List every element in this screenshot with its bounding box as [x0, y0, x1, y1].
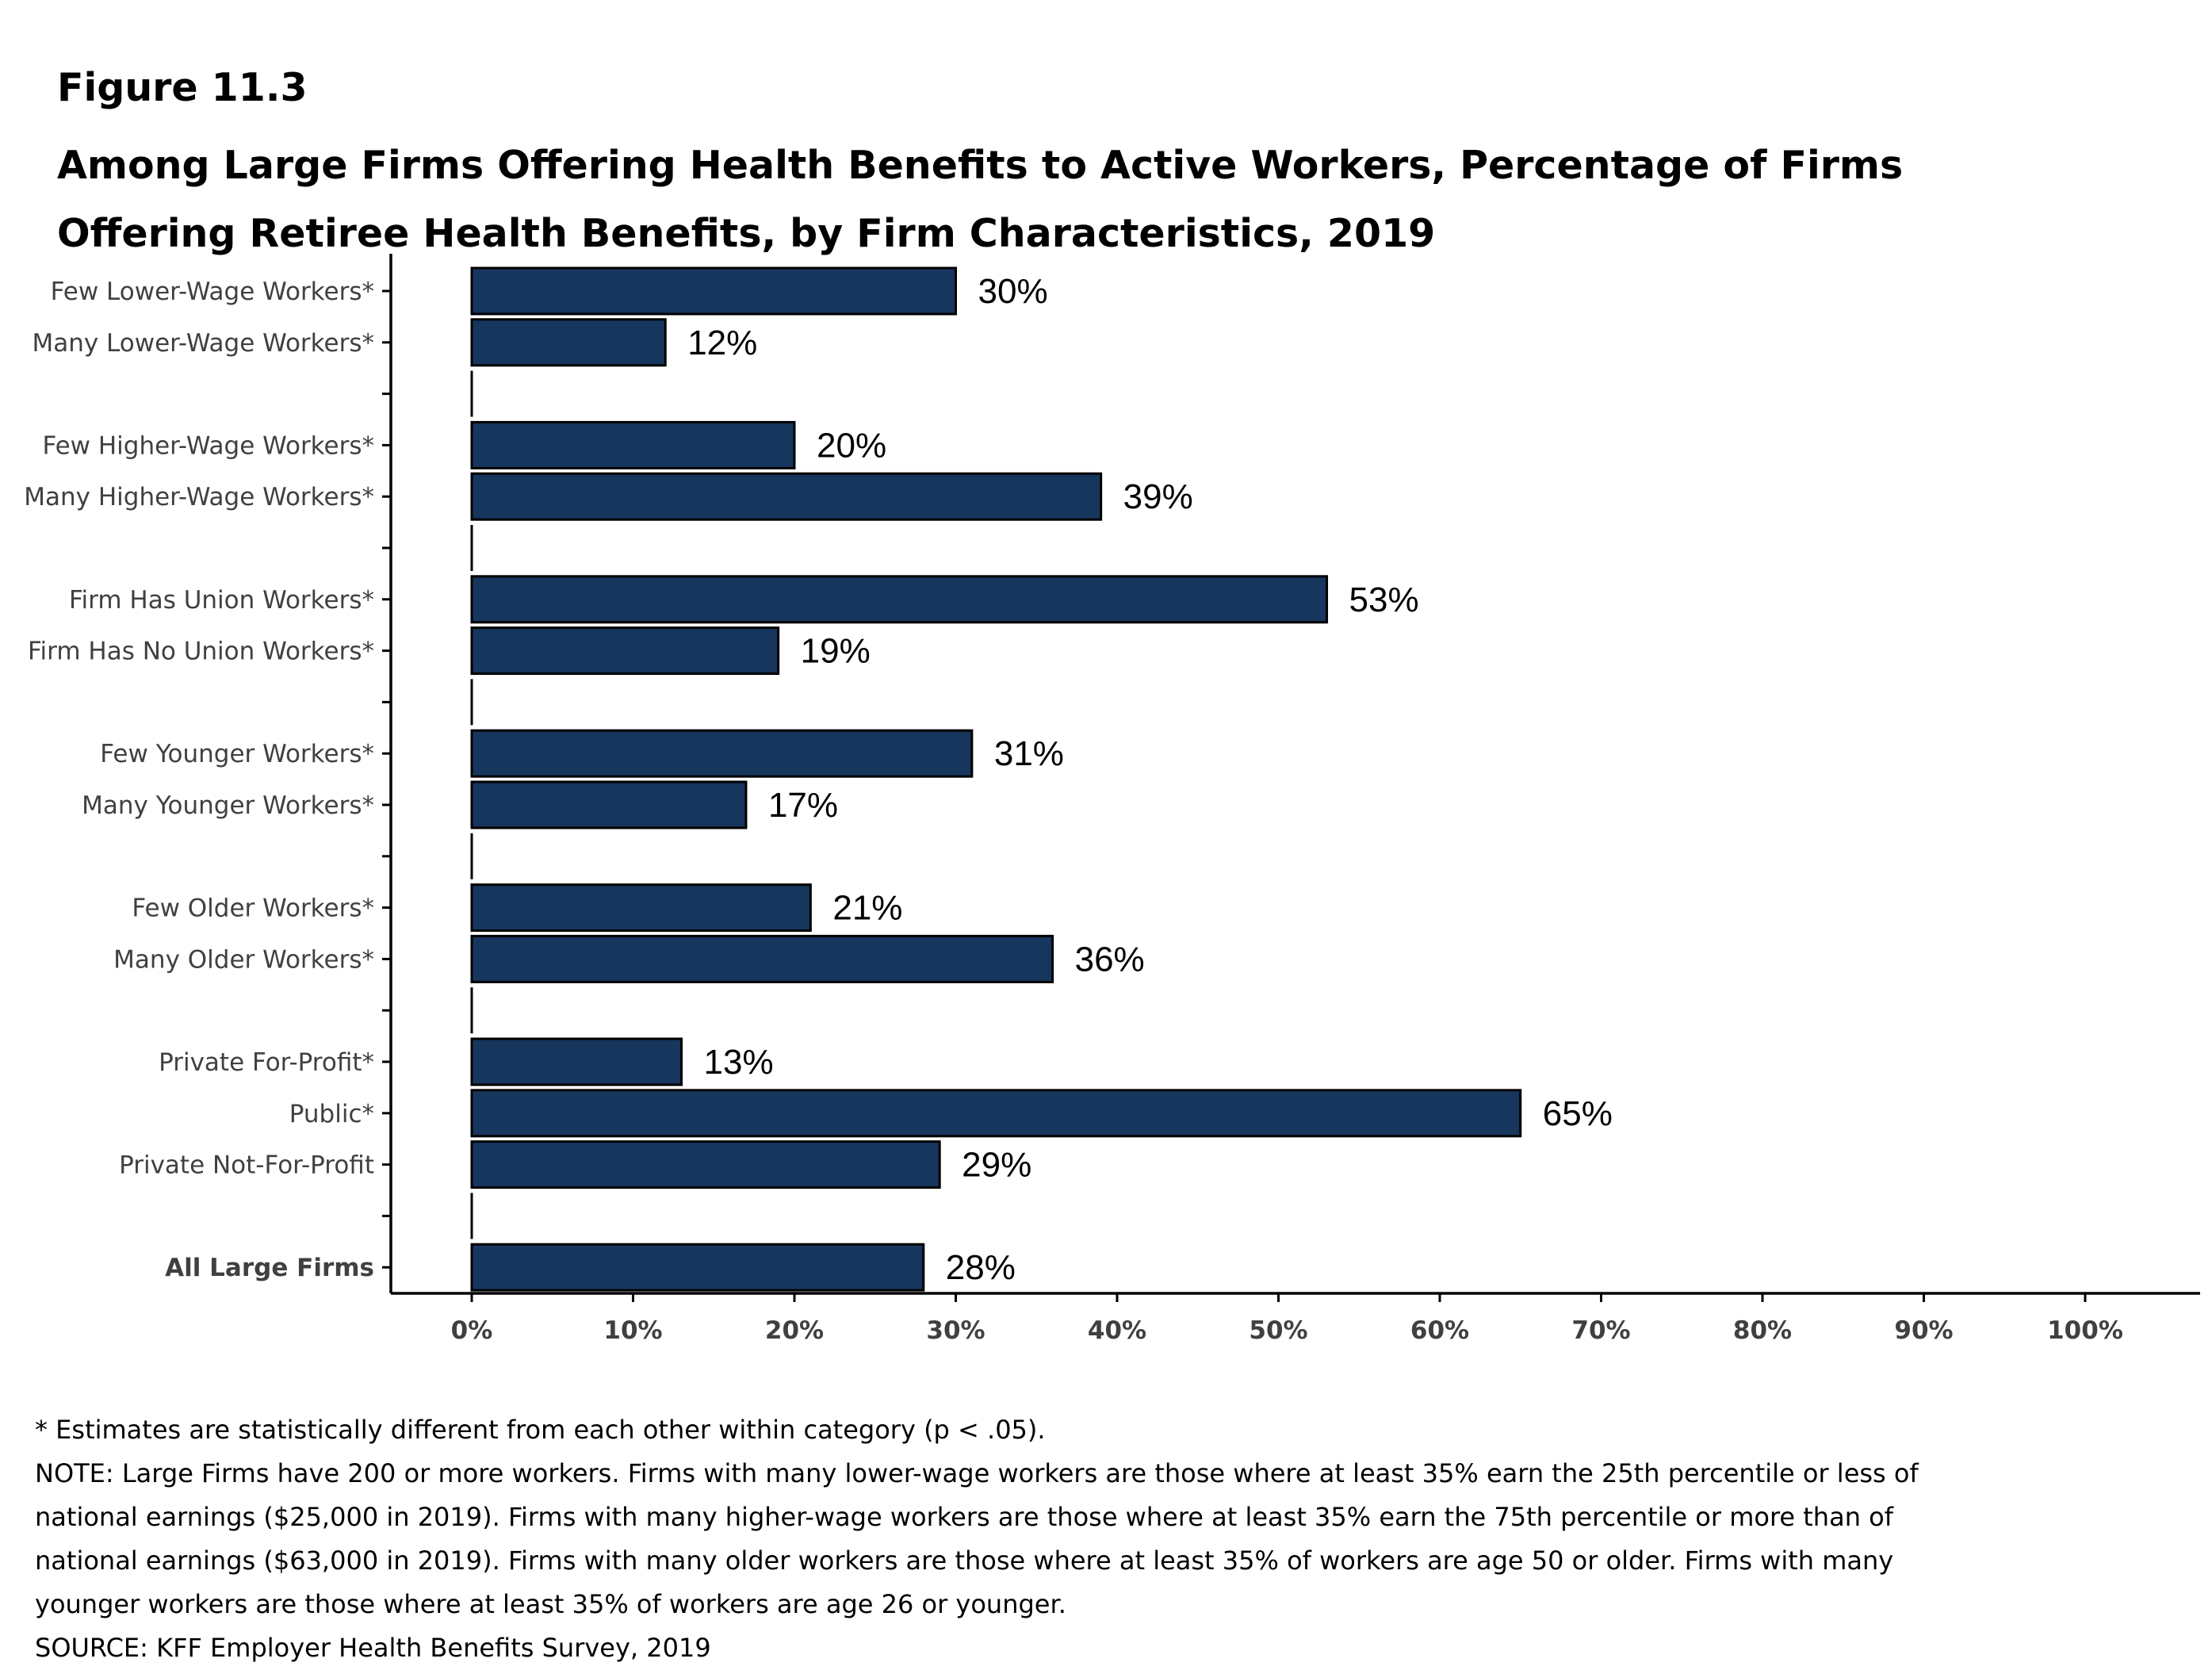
bar-value-label: 12%: [687, 324, 757, 362]
category-label: Private Not-For-Profit: [119, 1151, 374, 1180]
category-label: Firm Has Union Workers*: [69, 586, 374, 615]
bar-value-label: 31%: [994, 734, 1064, 773]
bar: [470, 934, 1054, 983]
chart-axes: [382, 254, 2200, 1302]
category-label: Few Younger Workers*: [100, 740, 374, 768]
bar: [470, 626, 780, 676]
category-label: Firm Has No Union Workers*: [28, 638, 374, 666]
bar-value-label: 65%: [1543, 1094, 1613, 1133]
category-label: Few Older Workers*: [132, 894, 374, 923]
bar: [470, 729, 974, 778]
bar: [470, 266, 957, 316]
bar-value-label: 20%: [817, 426, 886, 465]
category-label: Many Lower-Wage Workers*: [32, 329, 374, 358]
category-label: Few Lower-Wage Workers*: [51, 278, 374, 306]
figure-label: Figure 11.3: [57, 65, 308, 110]
category-label: Public*: [289, 1100, 374, 1128]
bar-value-label: 21%: [832, 889, 902, 928]
category-label: Many Higher-Wage Workers*: [24, 483, 374, 511]
category-label: Many Younger Workers*: [82, 791, 374, 820]
bar-value-label: 19%: [801, 632, 871, 671]
chart-title: Among Large Firms Offering Health Benefi…: [57, 143, 1904, 256]
bar-chart: 0% 10% 20% 30% 40% 50% 60% 70% 80% 90% 100% 30% Few …: [24, 254, 2200, 1345]
bar-value-label: 36%: [1075, 940, 1145, 979]
significance-note: * Estimates are statistically different …: [35, 1415, 1046, 1445]
bar-value-label: 53%: [1349, 580, 1419, 619]
bar: [470, 318, 667, 367]
x-tick-label: 100%: [2047, 1316, 2123, 1345]
bar: [470, 1140, 941, 1189]
x-tick-label: 60%: [1410, 1316, 1469, 1345]
bar: [470, 420, 796, 469]
x-tick-label: 20%: [765, 1316, 824, 1345]
bar: [470, 883, 812, 933]
category-label: Many Older Workers*: [113, 945, 374, 974]
x-tick-label: 50%: [1249, 1316, 1307, 1345]
x-tick-label: 10%: [603, 1316, 662, 1345]
bar: [470, 472, 1103, 521]
category-label: All Large Firms: [165, 1254, 374, 1282]
category-label: Private For-Profit*: [159, 1048, 374, 1077]
x-tick-label: 40%: [1088, 1316, 1146, 1345]
bar: [470, 575, 1329, 624]
bar-value-label: 29%: [962, 1146, 1031, 1185]
category-label: Few Higher-Wage Workers*: [42, 431, 374, 460]
x-tick-label: 80%: [1733, 1316, 1792, 1345]
x-tick-label: 70%: [1571, 1316, 1630, 1345]
chart-footer: * Estimates are statistically different …: [35, 1408, 1938, 1670]
bar: [470, 1243, 925, 1292]
bar-value-label: 28%: [946, 1248, 1016, 1287]
bar: [470, 1037, 683, 1086]
bar-value-label: 17%: [768, 786, 838, 825]
bar: [470, 780, 748, 829]
x-tick-label: 30%: [926, 1316, 985, 1345]
source-text: SOURCE: KFF Employer Health Benefits Sur…: [35, 1633, 711, 1663]
note-text: NOTE: Large Firms have 200 or more worke…: [35, 1458, 1919, 1619]
chart-labels: 0% 10% 20% 30% 40% 50% 60% 70% 80% 90% 100% 30% Few …: [24, 272, 2123, 1345]
x-tick-label: 0%: [451, 1316, 493, 1345]
bar-value-label: 39%: [1123, 477, 1193, 516]
bar-value-label: 13%: [704, 1043, 774, 1082]
chart-bars: [470, 266, 1522, 1292]
bar: [470, 1089, 1522, 1138]
x-tick-label: 90%: [1894, 1316, 1953, 1345]
bar-value-label: 30%: [978, 272, 1048, 311]
